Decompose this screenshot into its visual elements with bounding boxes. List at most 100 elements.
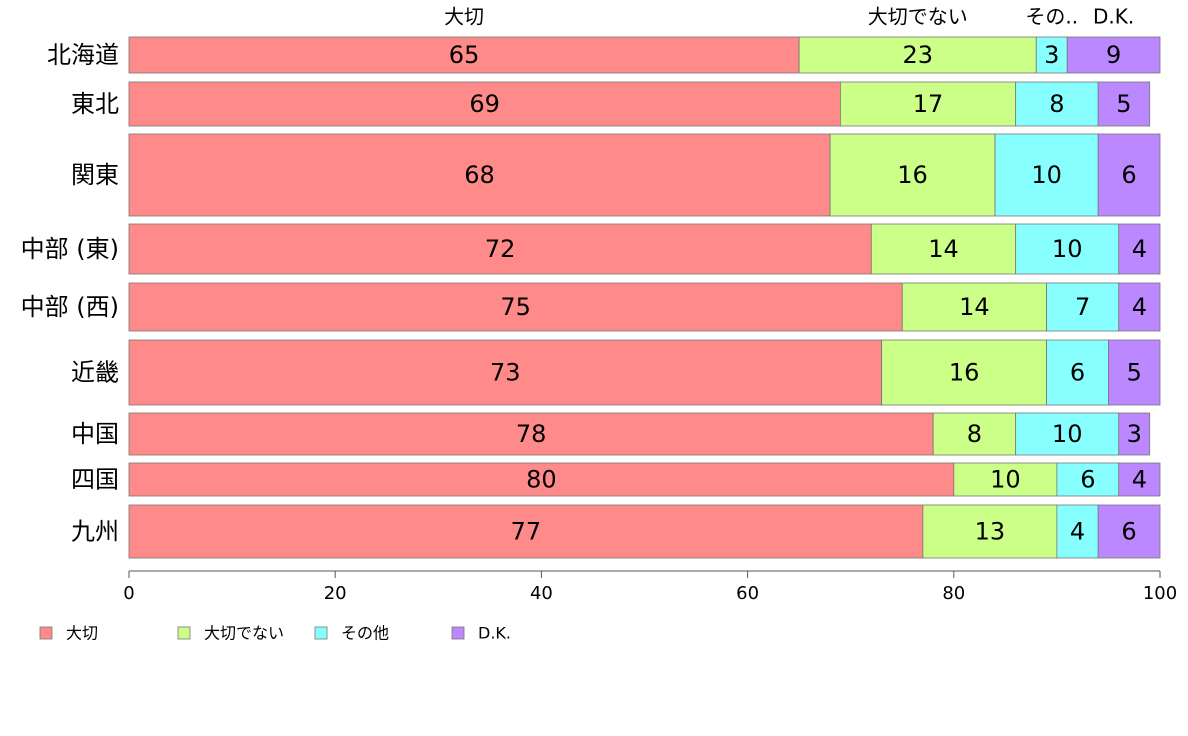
- data-label: 4: [1132, 235, 1147, 263]
- x-tick-label: 100: [1143, 583, 1177, 604]
- legend-label: 大切: [66, 624, 98, 643]
- category-label: 北海道: [47, 41, 119, 69]
- top-series-label: D.K.: [1093, 5, 1134, 29]
- data-label: 8: [967, 420, 982, 448]
- bar-segment: [128, 339, 883, 406]
- data-label: 3: [1127, 420, 1142, 448]
- bar-segment: [1046, 282, 1120, 332]
- top-series-label: 大切でない: [868, 5, 968, 29]
- bar-segment: [1097, 133, 1161, 217]
- bar-segment: [128, 412, 934, 456]
- data-label: 3: [1044, 41, 1059, 69]
- bar-segment: [839, 81, 1017, 127]
- data-label: 4: [1070, 518, 1085, 546]
- bar-segment: [1066, 36, 1161, 74]
- data-label: 73: [490, 359, 521, 387]
- data-label: 10: [1031, 161, 1062, 189]
- bar-segment: [1015, 81, 1099, 127]
- data-label: 14: [928, 235, 959, 263]
- legend-label: D.K.: [478, 624, 511, 643]
- bar-segment: [1097, 504, 1161, 559]
- data-label: 6: [1121, 161, 1136, 189]
- x-tick-label: 20: [324, 583, 347, 604]
- bar-segment: [1118, 412, 1151, 456]
- data-label: 16: [897, 161, 928, 189]
- data-label: 14: [959, 293, 990, 321]
- data-label: 10: [1052, 235, 1083, 263]
- legend-label: 大切でない: [204, 624, 284, 643]
- data-label: 8: [1049, 90, 1064, 118]
- data-label: 16: [949, 359, 980, 387]
- category-label: 近畿: [71, 359, 119, 387]
- bar-segment: [901, 282, 1047, 332]
- bar-segment: [128, 81, 841, 127]
- data-label: 9: [1106, 41, 1121, 69]
- x-tick-label: 40: [530, 583, 553, 604]
- category-label: 中部 (西): [21, 293, 119, 321]
- data-label: 10: [1052, 420, 1083, 448]
- bar-segment: [1046, 339, 1109, 406]
- x-tick-label: 80: [942, 583, 965, 604]
- bar-segment: [881, 339, 1047, 406]
- bar-segment: [1056, 462, 1120, 497]
- data-label: 10: [990, 466, 1021, 494]
- data-label: 77: [511, 518, 542, 546]
- category-label: 四国: [71, 466, 119, 494]
- bar-segment: [1118, 223, 1161, 275]
- bar-segment: [128, 462, 955, 497]
- category-label: 中部 (東): [21, 235, 119, 263]
- legend: 大切 大切でない その他 D.K.: [39, 624, 511, 643]
- bar-segment: [1118, 282, 1161, 332]
- bar-segment: [128, 282, 903, 332]
- x-axis: 0 20 40 60 80 100: [123, 570, 1177, 604]
- data-label: 4: [1132, 293, 1147, 321]
- bars: 65 23 3 969 17 8 568 16 10 672 14 10 475 14 7 473 16 6 578…: [128, 36, 1161, 559]
- bar-segment: [829, 133, 996, 217]
- data-label: 65: [449, 41, 480, 69]
- legend-label: その他: [341, 624, 389, 643]
- bar-segment: [870, 223, 1017, 275]
- data-label: 6: [1070, 359, 1085, 387]
- legend-swatch: [177, 626, 191, 640]
- legend-swatch: [39, 626, 53, 640]
- top-series-label: 大切: [444, 5, 484, 29]
- bar-segment: [128, 223, 872, 275]
- bar-segment: [1056, 504, 1099, 559]
- legend-swatch: [314, 626, 328, 640]
- data-label: 6: [1121, 518, 1136, 546]
- data-label: 78: [516, 420, 547, 448]
- category-label: 九州: [71, 518, 119, 546]
- data-label: 69: [469, 90, 500, 118]
- top-series-labels: 大切 大切でない その.. D.K.: [444, 5, 1134, 29]
- bar-segment: [128, 36, 800, 74]
- data-label: 7: [1075, 293, 1090, 321]
- data-label: 80: [526, 466, 557, 494]
- data-label: 4: [1132, 466, 1147, 494]
- bar-segment: [1118, 462, 1161, 497]
- category-label: 東北: [71, 90, 119, 118]
- bar-segment: [798, 36, 1037, 74]
- data-label: 72: [485, 235, 516, 263]
- legend-swatch: [451, 626, 465, 640]
- category-label: 中国: [71, 420, 119, 448]
- category-label: 関東: [71, 161, 119, 189]
- x-tick-label: 0: [123, 583, 134, 604]
- bar-segment: [1015, 412, 1120, 456]
- top-series-label: その..: [1025, 5, 1078, 29]
- data-label: 17: [913, 90, 944, 118]
- bar-segment: [922, 504, 1058, 559]
- data-label: 13: [975, 518, 1006, 546]
- x-tick-label: 60: [736, 583, 759, 604]
- data-label: 68: [464, 161, 495, 189]
- data-label: 5: [1127, 359, 1142, 387]
- bar-segment: [128, 133, 831, 217]
- bar-segment: [1035, 36, 1068, 74]
- data-label: 5: [1116, 90, 1131, 118]
- data-label: 6: [1080, 466, 1095, 494]
- bar-segment: [1108, 339, 1161, 406]
- data-label: 23: [902, 41, 933, 69]
- bar-segment: [1097, 81, 1151, 127]
- data-label: 75: [500, 293, 531, 321]
